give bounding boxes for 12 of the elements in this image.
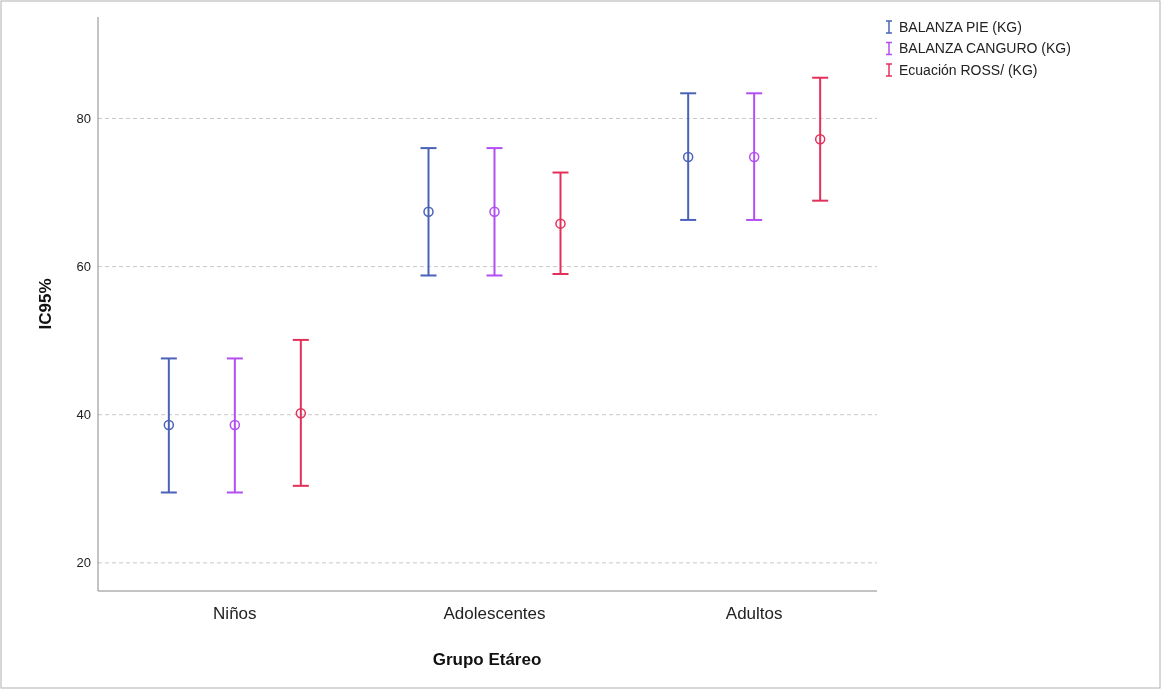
x-tick-label: Adultos [725, 604, 783, 623]
y-tick-label: 20 [76, 555, 91, 571]
x-tick-label: Adolescentes [443, 604, 546, 623]
legend-label: BALANZA CANGURO (KG) [899, 40, 1071, 57]
y-axis-title: IC95% [36, 278, 55, 330]
y-tick-label: 60 [76, 259, 91, 275]
legend-label: Ecuación ROSS/ (KG) [899, 61, 1038, 78]
y-tick-label: 40 [76, 407, 91, 423]
y-tick-label: 80 [76, 111, 91, 127]
x-tick-label: Niños [213, 604, 257, 623]
x-axis-title: Grupo Etáreo [432, 650, 542, 669]
legend-label: BALANZA PIE (KG) [899, 18, 1022, 35]
